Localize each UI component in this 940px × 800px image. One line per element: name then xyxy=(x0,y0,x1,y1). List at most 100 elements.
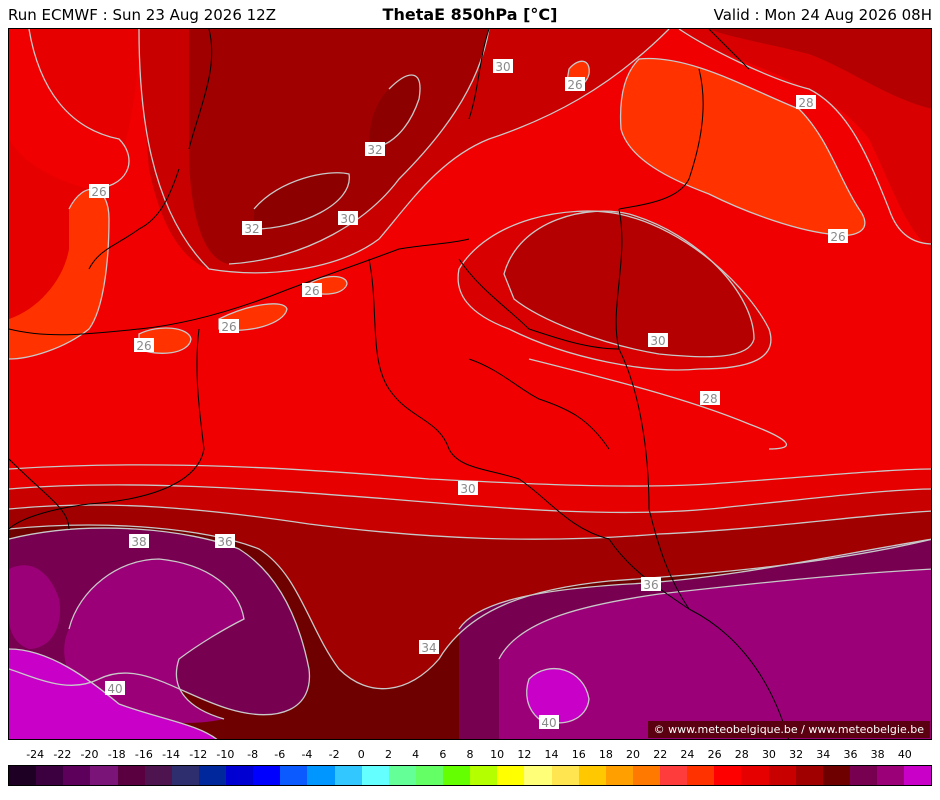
contour-label: 26 xyxy=(219,319,239,334)
colorbar-tick-label: -24 xyxy=(26,748,45,761)
colorbar-swatch xyxy=(470,766,498,785)
svg-text:30: 30 xyxy=(650,334,665,348)
colorbar-swatch xyxy=(578,766,606,785)
colorbar-swatch xyxy=(443,766,471,785)
border xyxy=(608,538,789,739)
colorbar-tick-label: -18 xyxy=(107,748,126,761)
colorbar-swatch xyxy=(415,766,443,785)
colorbar-tick-label: -12 xyxy=(189,748,208,761)
colorbar-tick-label: -6 xyxy=(274,748,286,761)
border xyxy=(708,29,750,70)
contour-label: 28 xyxy=(700,391,720,406)
borders xyxy=(9,29,789,739)
svg-text:36: 36 xyxy=(217,535,232,549)
colorbar-tick-label: 30 xyxy=(761,748,776,761)
colorbar-tick-label: 36 xyxy=(843,748,858,761)
contour-label: 30 xyxy=(493,59,513,74)
contour-label: 38 xyxy=(129,534,149,549)
coastline xyxy=(188,29,213,150)
svg-text:40: 40 xyxy=(107,682,122,696)
map-canvas: 30 26 28 32 26 30 26 32 26 26 26 30 28 3… xyxy=(9,29,931,739)
field-24-ne xyxy=(620,58,865,236)
colorbar-swatch xyxy=(605,766,633,785)
svg-text:26: 26 xyxy=(567,78,582,92)
colorbar-tick-label: 38 xyxy=(870,748,885,761)
contour-line xyxy=(678,29,931,245)
contour-label: 40 xyxy=(539,715,559,730)
colorbar-tick-label: 28 xyxy=(734,748,749,761)
run-info: Run ECMWF : Sun 23 Aug 2026 12Z xyxy=(8,6,276,24)
contour-line xyxy=(9,648,218,739)
colorbar-swatch xyxy=(687,766,715,785)
colorbar-tick-label: 34 xyxy=(816,748,831,761)
contour-label: 30 xyxy=(338,211,358,226)
colorbar-tick-label: 0 xyxy=(357,748,365,761)
svg-text:26: 26 xyxy=(136,339,151,353)
colorbar-swatch xyxy=(660,766,688,785)
colorbar-swatch xyxy=(144,766,172,785)
svg-text:32: 32 xyxy=(244,222,259,236)
contour-label: 26 xyxy=(565,77,585,92)
contour-label: 32 xyxy=(365,142,385,157)
contour-line xyxy=(9,484,931,514)
colorbar-swatch xyxy=(497,766,525,785)
colorbar-swatch xyxy=(63,766,91,785)
colorbar-ticks: -24 -22 -20 -18 -16 -14 -12 -10 -8 -6 -4 -2 0 2 4 6 8 10 1… xyxy=(8,748,932,762)
contour-line xyxy=(457,210,772,371)
colorbar-tick-label: -22 xyxy=(53,748,72,761)
map-title: ThetaE 850hPa [°C] xyxy=(382,5,558,24)
coastline xyxy=(9,238,470,336)
colorbar-swatch xyxy=(822,766,850,785)
colorbar-swatch xyxy=(226,766,254,785)
colorbar-swatch xyxy=(9,766,37,785)
colorbar-swatch xyxy=(904,766,932,785)
contour-line xyxy=(526,668,590,724)
border xyxy=(458,258,620,350)
field-40-swedge xyxy=(9,565,60,649)
colorbar-swatch xyxy=(117,766,145,785)
colorbar-tick-label: 4 xyxy=(412,748,420,761)
colorbar-tick-label: 12 xyxy=(517,748,532,761)
contour-label: 30 xyxy=(458,481,478,496)
svg-text:38: 38 xyxy=(131,535,146,549)
contour-label: 40 xyxy=(105,681,125,696)
colorbar-tick-label: 8 xyxy=(466,748,474,761)
contour-lines xyxy=(9,29,931,739)
field-26-west xyxy=(9,29,129,189)
svg-text:34: 34 xyxy=(421,641,436,655)
colorbar-swatch xyxy=(877,766,905,785)
svg-text:36: 36 xyxy=(643,578,658,592)
border xyxy=(368,258,610,540)
colorbar-swatch xyxy=(849,766,877,785)
colorbar-swatch xyxy=(253,766,281,785)
colorbar-swatch xyxy=(280,766,308,785)
colorbar-swatch xyxy=(551,766,579,785)
colorbar-tick-label: 18 xyxy=(598,748,613,761)
contour-line xyxy=(253,172,350,230)
colorbar-tick-label: -10 xyxy=(216,748,235,761)
colorbar xyxy=(8,765,932,786)
colorbar-tick-label: -8 xyxy=(247,748,259,761)
svg-text:32: 32 xyxy=(367,143,382,157)
colorbar-tick-label: 20 xyxy=(626,748,641,761)
svg-text:30: 30 xyxy=(340,212,355,226)
contour-line xyxy=(498,568,931,660)
field-32-east xyxy=(504,211,754,357)
colorbar-swatch xyxy=(198,766,226,785)
contour-label: 30 xyxy=(648,333,668,348)
contour-label: 34 xyxy=(419,640,439,655)
contour-line xyxy=(368,74,421,148)
colorbar-swatch xyxy=(36,766,64,785)
svg-text:26: 26 xyxy=(304,284,319,298)
contour-line xyxy=(528,358,788,450)
colorbar-tick-label: 10 xyxy=(490,748,505,761)
colorbar-tick-label: 14 xyxy=(544,748,559,761)
colorbar-swatch xyxy=(307,766,335,785)
colorbar-tick-label: -4 xyxy=(301,748,313,761)
svg-text:28: 28 xyxy=(798,96,813,110)
svg-text:28: 28 xyxy=(702,392,717,406)
contour-label: 36 xyxy=(641,577,661,592)
contour-line xyxy=(9,504,931,540)
border xyxy=(9,458,70,530)
field-40-se xyxy=(499,569,931,739)
